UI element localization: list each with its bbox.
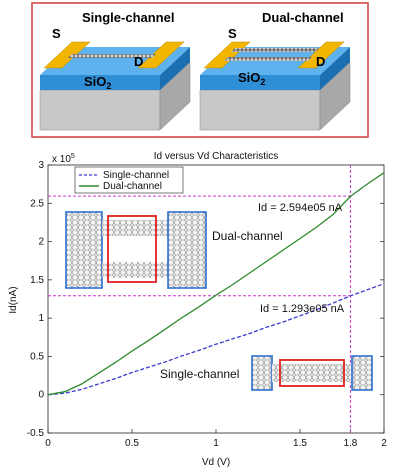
dual-drain-pad <box>297 41 345 69</box>
y-tick-label: 0.5 <box>30 351 44 362</box>
series-group <box>47 172 385 396</box>
single-inset-label: Single-channel <box>160 367 239 381</box>
iv-chart: Id versus Vd Characteristics x 105 -0.50… <box>8 151 387 468</box>
dual-drain-label: D <box>316 54 325 69</box>
y-tick-label: -0.5 <box>27 428 45 439</box>
device-panel: Single-channel S D SiO2 Dual-channel S D… <box>31 2 369 138</box>
dual-channel-device: Dual-channel S D SiO2 <box>199 10 351 131</box>
single-substrate-side <box>159 61 191 131</box>
single-oxide-front <box>40 75 160 90</box>
single-substrate-label: SiO2 <box>84 74 111 91</box>
dual-inset-gate-region <box>107 215 157 283</box>
single-inset-lattice-left <box>251 355 273 391</box>
x-tick-label: 2 <box>381 438 387 449</box>
x-tick-label: 1.8 <box>343 438 357 449</box>
y-tick-label: 2.5 <box>30 198 44 209</box>
dual-source-label: S <box>228 26 237 41</box>
x-tick-label: 1 <box>213 438 219 449</box>
single-oxide-side <box>160 47 190 90</box>
annotation-dual-value: Id = 2.594e05 nA <box>258 202 343 214</box>
dual-inset-label: Dual-channel <box>212 229 283 243</box>
legend-dual-text: Dual-channel <box>103 181 162 192</box>
x-tick-label: 0.5 <box>125 438 139 449</box>
single-source-label: S <box>52 26 61 41</box>
dual-substrate-side <box>319 61 351 131</box>
dual-inset-lattice-right <box>167 211 207 289</box>
single-graphene-ribbon <box>68 54 156 58</box>
y-axis-label: Id(nA) <box>8 286 19 313</box>
legend-single-text: Single-channel <box>103 170 169 181</box>
series-line-dual-channel <box>47 172 385 396</box>
single-drain-label: D <box>134 54 143 69</box>
dual-substrate-label: SiO2 <box>238 70 265 87</box>
series-line-single-channel <box>47 283 385 396</box>
chart-title: Id versus Vd Characteristics <box>154 151 279 162</box>
y-exponent: x 105 <box>52 153 75 165</box>
dual-graphene-ribbon-upper <box>231 48 319 52</box>
dual-graphene-ribbon-lower <box>224 57 312 61</box>
dual-oxide-front <box>200 75 320 90</box>
y-ticks: -0.5 0 0.5 1 1.5 2 2.5 3 <box>27 160 384 439</box>
y-tick-label: 1.5 <box>30 275 44 286</box>
single-channel-device: Single-channel S D SiO2 <box>39 10 191 131</box>
dual-substrate-front <box>199 89 321 131</box>
x-tick-label: 1.5 <box>293 438 307 449</box>
y-tick-label: 1 <box>38 313 44 324</box>
single-inset-lattice-right <box>351 355 373 391</box>
single-inset-ribbon <box>272 364 352 382</box>
single-inset-gate-region <box>279 359 345 387</box>
dual-oxide-side <box>320 47 350 90</box>
reference-lines <box>48 165 351 433</box>
y-tick-label: 3 <box>38 160 44 171</box>
dual-device-title: Dual-channel <box>262 10 344 25</box>
plot-area <box>47 164 385 434</box>
y-tick-label: 2 <box>38 237 44 248</box>
dual-inset-ribbon-bottom <box>102 262 168 278</box>
single-source-pad <box>43 41 91 69</box>
y-tick-label: 0 <box>38 390 44 401</box>
single-channel-inset: Single-channel <box>160 355 373 391</box>
dual-inset-ribbon-top <box>102 220 168 236</box>
x-tick-label: 0 <box>45 438 51 449</box>
legend: Single-channel Dual-channel <box>74 166 184 194</box>
legend-box <box>74 166 184 194</box>
single-drain-pad <box>137 41 185 69</box>
dual-inset-lattice-left <box>65 211 103 289</box>
single-substrate-front <box>39 89 161 131</box>
x-axis-label: Vd (V) <box>202 457 230 468</box>
annotation-single-value: Id = 1.293e05 nA <box>260 303 345 315</box>
dual-channel-inset: Dual-channel <box>65 211 283 289</box>
single-device-title: Single-channel <box>82 10 174 25</box>
